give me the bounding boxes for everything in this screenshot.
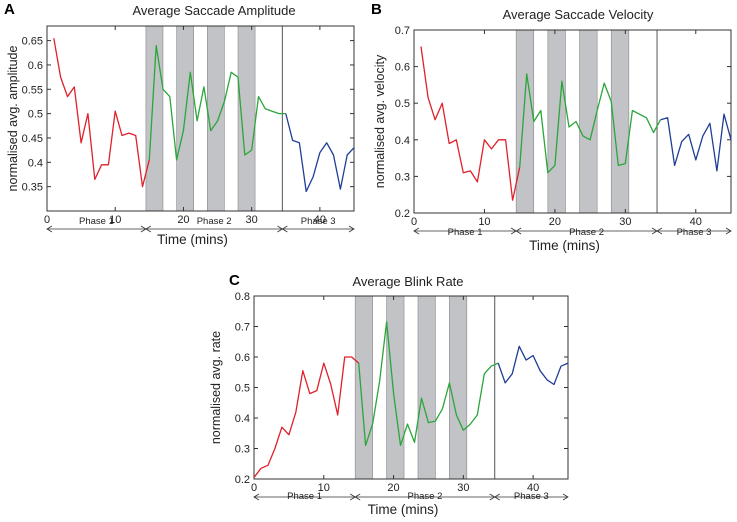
panel-c-axes-frame xyxy=(253,295,569,480)
panel-c-xtick-label: 40 xyxy=(527,482,539,494)
panel-a-phase-label-2: Phase 2 xyxy=(197,216,232,227)
panel-a-ytick-label: 0.55 xyxy=(22,84,43,96)
panel-a-phase-arrowhead-left xyxy=(145,225,152,233)
panel-a-ytick-label: 0.6 xyxy=(28,60,43,72)
panel-c: C Average Blink Rate 0 10 20 30 40 0.2 0.3 0.4 0.5… xyxy=(209,272,569,517)
panel-a-ylabel: normalised avg. amplitude xyxy=(6,46,20,192)
panel-a: A Average Saccade Amplitude 0 10 20 30 40 0.35 0… xyxy=(4,1,355,247)
panel-b-shaded-band-2 xyxy=(547,29,566,214)
panel-b-axes-frame xyxy=(413,29,732,214)
panel-a-title: Average Saccade Amplitude xyxy=(132,3,295,18)
panel-b-phase-label-1: Phase 1 xyxy=(448,227,483,238)
panel-c-ytick-label: 0.4 xyxy=(235,413,250,425)
panel-c-phase-label-1: Phase 1 xyxy=(287,491,322,502)
panel-a-series-line-phase-1 xyxy=(53,38,150,188)
panel-b-ytick-label: 0.3 xyxy=(395,171,410,183)
panel-c-ytick-label: 0.6 xyxy=(235,352,250,364)
panel-a-phase-arrowhead-left xyxy=(46,225,53,233)
panel-a-xlabel: Time (mins) xyxy=(157,232,228,247)
panel-b-ylabel: normalised avg. velocity xyxy=(373,54,387,188)
panel-a-letter: A xyxy=(4,1,15,18)
panel-b-phase-arrowhead-left xyxy=(656,227,663,235)
panel-b-xtick-label: 20 xyxy=(549,216,561,228)
panel-b-ytick-label: 0.2 xyxy=(395,208,410,220)
panel-c-shaded-band-1 xyxy=(354,295,373,480)
panel-c-ylabel: normalised avg. rate xyxy=(209,331,223,444)
panel-a-ytick-label: 0.5 xyxy=(28,109,43,121)
panel-c-xlabel: Time (mins) xyxy=(368,502,439,517)
panel-b-series-line-phase-1 xyxy=(420,46,521,201)
panel-c-xtick-label: 0 xyxy=(251,482,257,494)
panel-c-shaded-band-4 xyxy=(449,295,468,480)
panel-b-phase-arrowhead-left xyxy=(413,227,420,235)
panel-b-xtick-label: 40 xyxy=(690,216,702,228)
panel-b-phase-arrowhead-left xyxy=(515,227,522,235)
panel-a-phase-arrowhead-right xyxy=(348,225,355,233)
panel-a-shaded-band-1 xyxy=(145,25,164,212)
panel-b-phase-arrowhead-right xyxy=(725,227,732,235)
panel-b-xtick-label: 30 xyxy=(619,216,631,228)
panel-b-phase-label-2: Phase 2 xyxy=(569,227,604,238)
panel-c-ytick-label: 0.2 xyxy=(235,474,250,486)
panel-c-ytick-label: 0.3 xyxy=(235,444,250,456)
panel-a-ytick-label: 0.65 xyxy=(22,36,43,48)
panel-c-ytick-label: 0.8 xyxy=(235,291,250,303)
panel-a-phase-label-3: Phase 3 xyxy=(301,216,336,227)
panel-a-xtick-label: 30 xyxy=(246,214,258,226)
panel-a-xtick-label: 0 xyxy=(44,214,50,226)
panel-c-letter: C xyxy=(229,272,240,289)
panel-c-ytick-label: 0.5 xyxy=(235,383,250,395)
panel-c-phase-label-3: Phase 3 xyxy=(514,491,549,502)
panel-b-xtick-label: 10 xyxy=(478,216,490,228)
panel-a-phase-arrowhead-left xyxy=(281,225,288,233)
panel-c-xtick-label: 30 xyxy=(457,482,469,494)
panel-c-series-line-phase-3 xyxy=(497,345,569,386)
panel-b-series-line-phase-3 xyxy=(660,113,732,172)
panel-c-shaded-band-2 xyxy=(386,295,405,480)
panel-a-ytick-label: 0.35 xyxy=(22,182,43,194)
panel-b: B Average Saccade Velocity 0 10 20 30 40 0.2 0.3… xyxy=(371,1,732,253)
panel-c-shaded-band-3 xyxy=(417,295,436,480)
panel-b-letter: B xyxy=(371,1,382,18)
panel-b-ytick-label: 0.7 xyxy=(395,25,410,37)
panel-b-phase-label-3: Phase 3 xyxy=(677,227,712,238)
panel-a-ytick-label: 0.45 xyxy=(22,133,43,145)
panel-b-title: Average Saccade Velocity xyxy=(503,7,654,22)
panel-c-phase-label-2: Phase 2 xyxy=(408,491,443,502)
panel-a-series-line-phase-2 xyxy=(148,44,286,161)
panel-c-title: Average Blink Rate xyxy=(352,274,463,289)
panel-b-shaded-band-1 xyxy=(515,29,535,214)
panel-b-xlabel: Time (mins) xyxy=(529,238,600,253)
panel-c-xtick-label: 10 xyxy=(318,482,330,494)
panel-a-shaded-band-3 xyxy=(207,25,225,212)
panel-c-series-line-phase-1 xyxy=(253,356,360,478)
panel-b-ytick-label: 0.4 xyxy=(395,135,410,147)
panel-c-phase-arrowhead-right xyxy=(562,493,569,501)
panel-b-xtick-label: 0 xyxy=(411,216,417,228)
panel-a-xtick-label: 10 xyxy=(109,214,121,226)
panel-c-phase-arrowhead-left xyxy=(253,493,260,501)
panel-c-series-line-phase-2 xyxy=(358,321,499,447)
panel-c-ytick-label: 0.7 xyxy=(235,322,250,334)
panel-b-ytick-label: 0.5 xyxy=(395,98,410,110)
panel-c-phase-arrowhead-left xyxy=(493,493,500,501)
panel-a-ytick-label: 0.4 xyxy=(28,157,43,169)
panel-a-series-line-phase-3 xyxy=(285,113,355,193)
panel-a-axes-frame xyxy=(46,25,355,212)
panel-c-phase-arrowhead-left xyxy=(354,493,361,501)
panel-a-shaded-band-4 xyxy=(237,25,256,212)
panel-b-series-line-phase-2 xyxy=(519,73,662,174)
panel-a-xtick-label: 40 xyxy=(314,214,326,226)
panel-a-phase-label-1: Phase 1 xyxy=(79,216,114,227)
panel-c-xtick-label: 20 xyxy=(387,482,399,494)
panel-a-xtick-label: 20 xyxy=(177,214,189,226)
panel-b-ytick-label: 0.6 xyxy=(395,62,410,74)
